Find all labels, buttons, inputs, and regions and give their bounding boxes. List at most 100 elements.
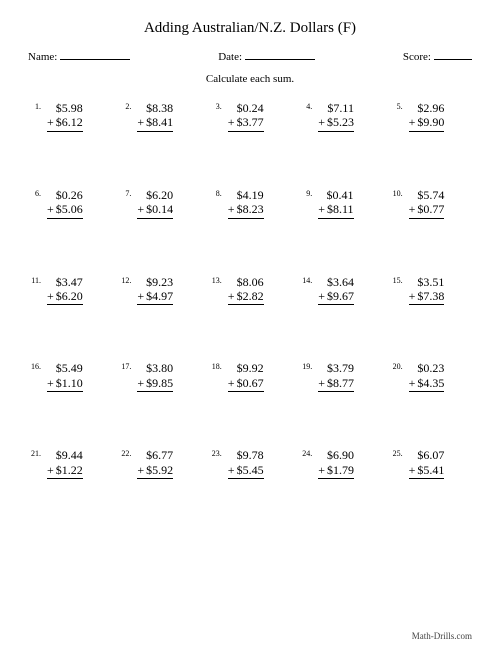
addition-stack: $3.80+$9.85 — [137, 361, 173, 392]
addend-bottom: +$8.77 — [318, 376, 354, 392]
addition-stack: $9.78+$5.45 — [228, 448, 264, 479]
addend-bottom-value: $6.12 — [56, 115, 83, 129]
addition-stack: $6.90+$1.79 — [318, 448, 354, 479]
addend-top: $8.06 — [228, 275, 264, 289]
problem-number: 17. — [118, 361, 131, 371]
problem-number: 7. — [118, 188, 131, 198]
addend-bottom: +$9.90 — [409, 115, 445, 131]
addend-bottom: +$5.06 — [47, 202, 83, 218]
problem: 20.$0.23+$4.35 — [390, 361, 472, 392]
problem: 13.$8.06+$2.82 — [209, 275, 291, 306]
plus-sign: + — [409, 463, 416, 477]
addend-top: $6.90 — [318, 448, 354, 462]
instruction: Calculate each sum. — [28, 73, 472, 85]
addend-bottom-value: $4.35 — [417, 376, 444, 390]
score-field: Score: — [403, 49, 472, 63]
name-label: Name: — [28, 51, 57, 63]
plus-sign: + — [228, 289, 235, 303]
addition-stack: $5.98+$6.12 — [47, 101, 83, 132]
score-blank[interactable] — [434, 49, 472, 60]
addend-bottom-value: $8.77 — [327, 376, 354, 390]
problem: 21. $9.44+$1.22 — [28, 448, 110, 479]
addend-top: $9.92 — [228, 361, 264, 375]
plus-sign: + — [137, 289, 144, 303]
problem-number: 2. — [118, 101, 131, 111]
problem: 19.$3.79+$8.77 — [299, 361, 381, 392]
plus-sign: + — [228, 115, 235, 129]
addend-bottom: +$5.92 — [137, 463, 173, 479]
problem: 1. $5.98+$6.12 — [28, 101, 110, 132]
addend-top: $9.23 — [137, 275, 173, 289]
problem-number: 19. — [299, 361, 312, 371]
addition-stack: $6.07+$5.41 — [409, 448, 445, 479]
problem: 12.$9.23+$4.97 — [118, 275, 200, 306]
plus-sign: + — [47, 115, 54, 129]
addend-bottom: +$5.41 — [409, 463, 445, 479]
problem-number: 16. — [28, 361, 41, 371]
plus-sign: + — [318, 463, 325, 477]
addend-bottom: +$8.41 — [137, 115, 173, 131]
addend-top: $8.38 — [137, 101, 173, 115]
date-label: Date: — [218, 51, 242, 63]
date-blank[interactable] — [245, 49, 315, 60]
addend-bottom-value: $9.90 — [417, 115, 444, 129]
addend-top: $0.41 — [318, 188, 353, 202]
plus-sign: + — [137, 202, 144, 216]
problem: 7. $6.20+$0.14 — [118, 188, 200, 219]
addend-top: $5.49 — [47, 361, 83, 375]
plus-sign: + — [318, 289, 325, 303]
addition-stack: $9.92+$0.67 — [228, 361, 264, 392]
addition-stack: $6.20+$0.14 — [137, 188, 173, 219]
plus-sign: + — [409, 289, 416, 303]
problem: 22. $6.77+$5.92 — [118, 448, 200, 479]
addend-bottom: +$6.12 — [47, 115, 83, 131]
addend-top: $3.51 — [409, 275, 445, 289]
addition-stack: $0.41+$8.11 — [318, 188, 353, 219]
addend-bottom-value: $0.77 — [417, 202, 444, 216]
problem: 23.$9.78+$5.45 — [209, 448, 291, 479]
plus-sign: + — [228, 463, 235, 477]
problem-number: 4. — [299, 101, 312, 111]
addend-bottom: +$7.38 — [409, 289, 445, 305]
addition-stack: $5.74+$0.77 — [409, 188, 445, 219]
plus-sign: + — [47, 376, 54, 390]
addition-stack: $9.23+$4.97 — [137, 275, 173, 306]
problem: 6.$0.26+$5.06 — [28, 188, 110, 219]
addend-top: $9.44 — [47, 448, 83, 462]
score-label: Score: — [403, 51, 431, 63]
problem-number: 24. — [299, 448, 312, 458]
addition-stack: $2.96+$9.90 — [409, 101, 445, 132]
problem-number: 22. — [118, 448, 131, 458]
problem: 4.$7.11+$5.23 — [299, 101, 381, 132]
plus-sign: + — [47, 463, 54, 477]
plus-sign: + — [228, 202, 235, 216]
problem: 25.$6.07+$5.41 — [390, 448, 472, 479]
addend-bottom-value: $5.41 — [417, 463, 444, 477]
problem-number: 8. — [209, 188, 222, 198]
addend-bottom-value: $1.79 — [327, 463, 354, 477]
addend-top: $6.77 — [137, 448, 173, 462]
problem: 8.$4.19+$8.23 — [209, 188, 291, 219]
addend-bottom: +$4.97 — [137, 289, 173, 305]
plus-sign: + — [409, 202, 416, 216]
problem-number: 21. — [28, 448, 41, 458]
problem: 9.$0.41+$8.11 — [299, 188, 381, 219]
addend-bottom-value: $1.10 — [56, 376, 83, 390]
addend-bottom: +$2.82 — [228, 289, 264, 305]
addend-bottom: +$3.77 — [228, 115, 264, 131]
addend-bottom-value: $8.23 — [237, 202, 264, 216]
addend-bottom-value: $1.22 — [56, 463, 83, 477]
addend-bottom-value: $0.14 — [146, 202, 173, 216]
addend-bottom-value: $5.45 — [237, 463, 264, 477]
addend-top: $6.07 — [409, 448, 445, 462]
addend-bottom: +$1.79 — [318, 463, 354, 479]
problem: 18. $9.92+$0.67 — [209, 361, 291, 392]
problem-number: 11. — [28, 275, 41, 285]
addend-bottom: +$8.11 — [318, 202, 353, 218]
addend-bottom: +$1.10 — [47, 376, 83, 392]
problem-number: 18. — [209, 361, 222, 371]
addition-stack: $3.64+$9.67 — [318, 275, 354, 306]
name-blank[interactable] — [60, 49, 130, 60]
problem-number: 1. — [28, 101, 41, 111]
addition-stack: $6.77+$5.92 — [137, 448, 173, 479]
